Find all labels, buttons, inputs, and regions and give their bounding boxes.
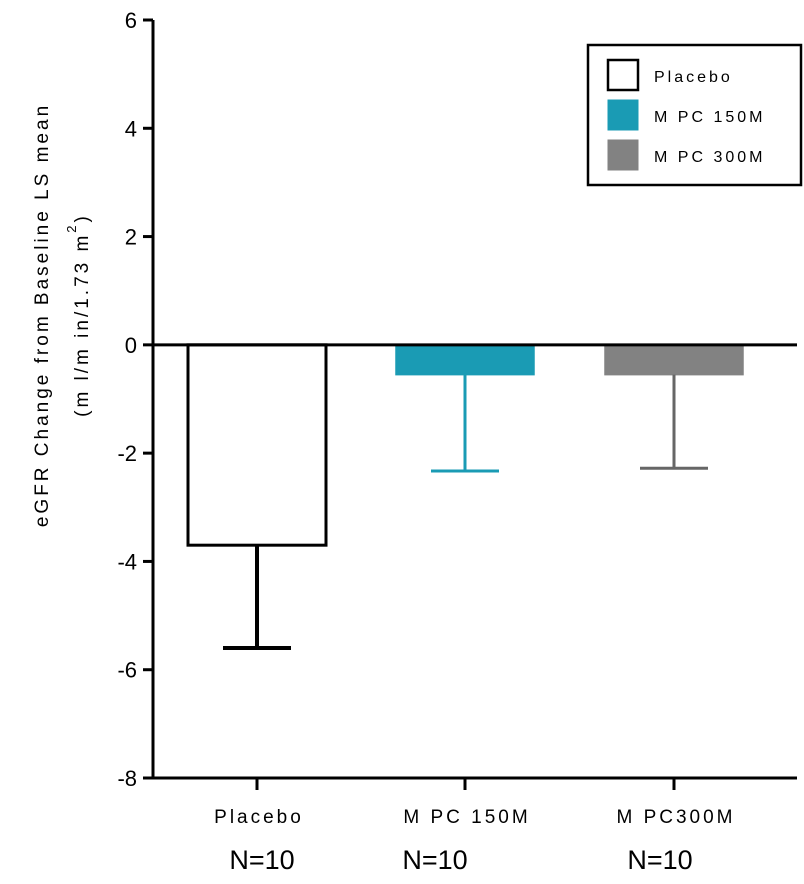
category-labels: Placebo M PC 150M M PC300M <box>214 807 735 828</box>
y-tick-label: -2 <box>117 441 137 466</box>
x-tick-label: Placebo <box>214 807 304 828</box>
y-axis-units-close: ) <box>72 213 93 222</box>
x-ticks <box>255 778 676 790</box>
bar <box>186 343 328 547</box>
bar <box>395 344 535 376</box>
y-axis-units-text: (m l/m in/1.73 m <box>72 233 93 417</box>
n-label: N=10 <box>229 845 294 875</box>
legend-swatch <box>606 58 640 92</box>
x-tick-label: M PC300M <box>616 807 735 828</box>
legend-label: Placebo <box>654 69 733 86</box>
legend-label: M PC 300M <box>654 149 765 166</box>
legend-swatch <box>607 139 639 171</box>
error-bars <box>223 374 708 651</box>
y-axis-units-superscript: 2 <box>64 222 79 232</box>
n-label: N=10 <box>627 845 692 875</box>
x-tick-label: M PC 150M <box>403 807 530 828</box>
y-tick-label: 6 <box>125 8 137 33</box>
y-ticks: 6 4 2 0 -2 -4 -6 -8 <box>117 8 153 791</box>
y-tick-label: -4 <box>117 549 137 574</box>
legend: Placebo M PC 150M M PC 300M <box>586 43 803 187</box>
y-axis-label: eGFR Change from Baseline LS mean <box>32 103 53 527</box>
bar <box>604 344 744 376</box>
legend-label: M PC 150M <box>654 109 765 126</box>
y-axis-title: eGFR Change from Baseline LS mean (m l/m… <box>32 103 93 527</box>
bars <box>186 343 744 547</box>
y-tick-label: -8 <box>117 766 137 791</box>
y-tick-label: 2 <box>125 225 137 250</box>
legend-swatch <box>607 99 639 131</box>
y-tick-label: 0 <box>125 333 137 358</box>
n-labels: N=10 N=10 N=10 <box>229 845 692 875</box>
n-label: N=10 <box>402 845 467 875</box>
y-tick-label: 4 <box>125 116 137 141</box>
y-axis-units: (m l/m in/1.73 m2) <box>64 213 93 417</box>
y-tick-label: -6 <box>117 658 137 683</box>
